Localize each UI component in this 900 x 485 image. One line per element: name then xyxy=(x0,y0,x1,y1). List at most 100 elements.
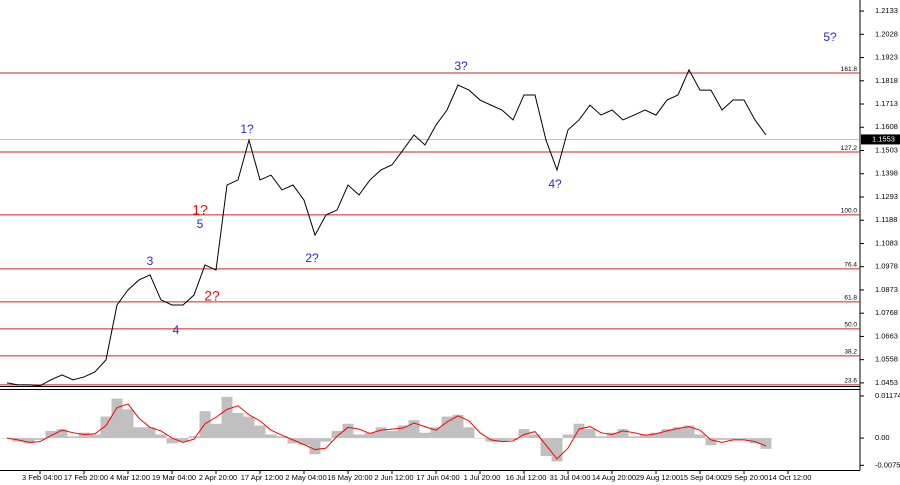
oscillator-bar xyxy=(320,438,332,442)
oscillator-bar xyxy=(551,438,563,462)
y-tick-label: 0.00 xyxy=(875,433,890,442)
fib-level-label: 127.2 xyxy=(841,145,858,152)
oscillator-bar xyxy=(529,434,541,439)
oscillator-bar xyxy=(419,432,431,439)
fib-level-label: 50.0 xyxy=(844,322,857,329)
x-tick-label: 14 Oct 12:00 xyxy=(769,473,812,482)
y-tick-label: -0.00759 xyxy=(875,460,900,469)
oscillator-bar xyxy=(683,425,695,439)
oscillator-bar xyxy=(89,434,101,439)
y-tick-label: 1.1923 xyxy=(875,53,898,62)
y-tick-label: 1.2028 xyxy=(875,29,898,38)
oscillator-bar xyxy=(397,425,409,439)
oscillator-bar xyxy=(364,432,376,439)
x-tick-label: 19 Mar 04:00 xyxy=(152,473,196,482)
oscillator-bar xyxy=(122,409,134,439)
oscillator-bar xyxy=(727,438,739,440)
oscillator-bar xyxy=(177,438,189,442)
wave-label: 5 xyxy=(197,217,204,231)
y-tick-label: 1.0768 xyxy=(875,308,898,317)
x-tick-label: 15 Sep 04:00 xyxy=(680,473,725,482)
y-tick-label: 1.1083 xyxy=(875,238,898,247)
x-tick-label: 2 May 04:00 xyxy=(285,473,326,482)
fib-level-label: 38.2 xyxy=(844,349,857,356)
oscillator-bar xyxy=(463,427,475,439)
oscillator-bar xyxy=(408,420,420,439)
signal-line xyxy=(6,403,767,460)
fib-level-label: 61.8 xyxy=(844,295,857,302)
oscillator-bar xyxy=(639,434,651,439)
oscillator-bar xyxy=(441,416,453,439)
oscillator-bar xyxy=(716,438,728,440)
oscillator-bar xyxy=(595,436,607,439)
y-tick-label: 1.2133 xyxy=(875,6,898,15)
oscillator-bar xyxy=(584,429,596,439)
oscillator-bar xyxy=(232,412,244,439)
oscillator-bar xyxy=(133,427,145,439)
x-tick-label: 2 Jun 12:00 xyxy=(374,473,413,482)
oscillator-bar xyxy=(276,436,288,439)
x-tick-label: 3 Feb 04:00 xyxy=(22,473,62,482)
oscillator-bar xyxy=(650,432,662,439)
oscillator-bar xyxy=(166,438,178,444)
oscillator-bar xyxy=(309,438,321,455)
oscillator-bar xyxy=(518,429,530,439)
fib-level-label: 161.8 xyxy=(841,66,858,73)
oscillator-bar xyxy=(34,438,46,440)
current-price-box xyxy=(861,134,900,145)
oscillator-bar xyxy=(507,438,519,440)
oscillator-bar xyxy=(540,438,552,457)
wave-label: 2? xyxy=(204,288,220,304)
oscillator-bar xyxy=(188,436,200,439)
x-tick-label: 31 Jul 04:00 xyxy=(550,473,591,482)
x-tick-label: 17 Feb 20:00 xyxy=(64,473,108,482)
x-tick-label: 16 Jul 12:00 xyxy=(506,473,547,482)
x-tick-label: 1 Jul 20:00 xyxy=(464,473,501,482)
oscillator-bar xyxy=(144,427,156,439)
y-tick-label: 1.1503 xyxy=(875,145,898,154)
oscillator-bar xyxy=(628,436,640,439)
wave-label: 4 xyxy=(173,323,180,337)
oscillator-bar xyxy=(452,414,464,439)
oscillator-bar xyxy=(243,416,255,439)
wave-label: 5? xyxy=(823,30,837,44)
oscillator-bar xyxy=(287,438,299,444)
oscillator-bar xyxy=(705,438,717,446)
wave-label: 3 xyxy=(147,254,154,268)
oscillator-bar xyxy=(100,416,112,439)
fib-level-label: 100.0 xyxy=(841,208,858,215)
oscillator-bar xyxy=(375,427,387,439)
oscillator-bar xyxy=(694,434,706,439)
oscillator-bar xyxy=(221,396,233,439)
fib-level-label: 76.4 xyxy=(844,262,857,269)
x-tick-label: 2 Apr 20:00 xyxy=(199,473,237,482)
oscillator-bar xyxy=(353,434,365,439)
oscillator-bar xyxy=(606,432,618,439)
x-tick-label: 29 Sep 20:00 xyxy=(724,473,769,482)
y-tick-label: 0.01174 xyxy=(875,391,900,400)
oscillator-bar xyxy=(386,430,398,439)
y-tick-label: 1.1293 xyxy=(875,192,898,201)
x-tick-label: 4 Mar 12:00 xyxy=(110,473,150,482)
oscillator-bar xyxy=(111,398,123,439)
x-tick-label: 29 Aug 12:00 xyxy=(636,473,680,482)
oscillator-bar xyxy=(78,432,90,439)
oscillator-bar xyxy=(56,429,68,439)
oscillator-bar xyxy=(155,434,167,439)
y-tick-label: 1.1713 xyxy=(875,99,898,108)
y-tick-label: 1.0873 xyxy=(875,285,898,294)
y-tick-label: 1.1608 xyxy=(875,122,898,131)
oscillator-bar xyxy=(496,438,508,442)
oscillator-bar xyxy=(45,430,57,439)
price-line xyxy=(6,68,767,387)
oscillator-bar xyxy=(67,436,79,439)
fib-level-label: 23.6 xyxy=(844,378,857,385)
wave-label: 1? xyxy=(240,122,254,136)
oscillator-bar xyxy=(573,423,585,439)
oscillator-bar xyxy=(749,438,761,444)
oscillator-bar xyxy=(672,427,684,439)
oscillator-bar xyxy=(760,438,772,449)
oscillator-bar xyxy=(474,438,486,439)
x-tick-label: 17 Jun 04:00 xyxy=(416,473,459,482)
